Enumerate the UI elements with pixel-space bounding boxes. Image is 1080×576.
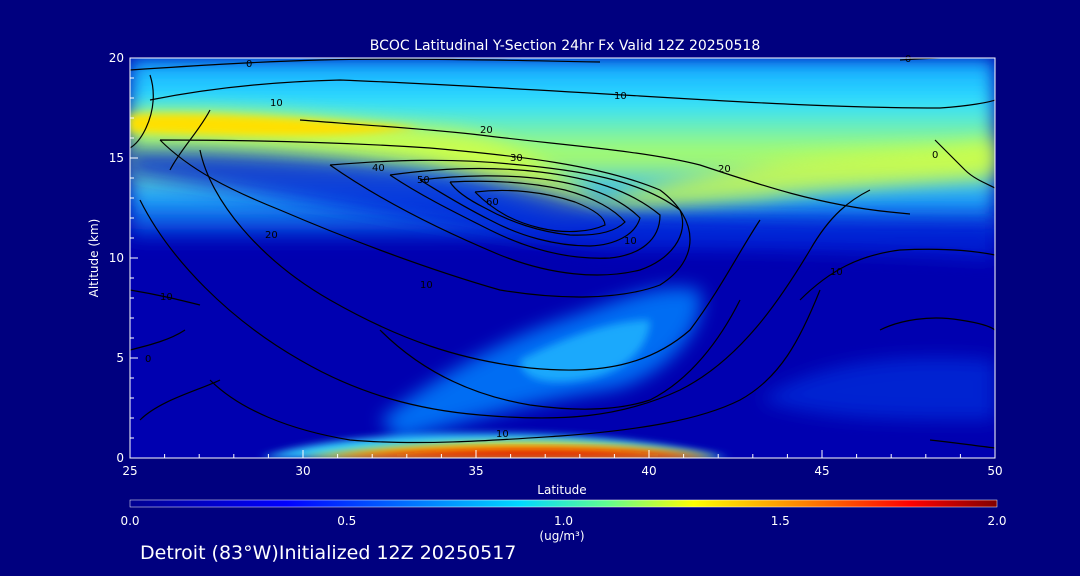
y-tick-label: 5 bbox=[116, 351, 124, 365]
contour-label: 0 bbox=[905, 54, 911, 65]
contour-label: 10 bbox=[420, 280, 433, 291]
contour-right-10 bbox=[799, 248, 995, 331]
contour-70 bbox=[449, 180, 626, 236]
x-tick-label: 40 bbox=[641, 464, 656, 478]
x-axis-label: Latitude bbox=[537, 483, 586, 497]
contour-lines bbox=[130, 58, 995, 449]
contour-label: 20 bbox=[718, 164, 731, 175]
y-tick-label: 0 bbox=[116, 451, 124, 465]
contour-label: 0 bbox=[932, 150, 938, 161]
colorbar-gradient bbox=[130, 500, 997, 507]
contour-label: 10 bbox=[614, 91, 627, 102]
contour-10-mid bbox=[139, 189, 871, 419]
right-lobe bbox=[760, 357, 995, 420]
y-tick-label: 15 bbox=[109, 151, 124, 165]
x-tick-label: 45 bbox=[814, 464, 829, 478]
concentration-field bbox=[130, 58, 995, 458]
contour-10-top bbox=[149, 79, 995, 109]
contour-40 bbox=[329, 159, 684, 276]
y-tick-label: 10 bbox=[109, 251, 124, 265]
contour-label: 50 bbox=[417, 175, 430, 186]
dark-trough bbox=[130, 150, 995, 260]
colorbar: 0.0 0.5 1.0 1.5 2.0 (ug/m³) bbox=[120, 499, 1007, 543]
contour-right-0 bbox=[899, 58, 995, 449]
contour-30 bbox=[159, 139, 691, 298]
colorbar-unit: (ug/m³) bbox=[539, 529, 584, 543]
contour-0-top bbox=[130, 58, 601, 71]
y-axis-ticks: 0 5 10 15 20 bbox=[109, 51, 138, 465]
upper-yellow-core bbox=[130, 114, 420, 136]
colorbar-tick-label: 0.5 bbox=[337, 514, 356, 528]
colorbar-tick-label: 1.5 bbox=[771, 514, 790, 528]
contour-label: 30 bbox=[510, 153, 523, 164]
contour-0-left bbox=[130, 289, 221, 421]
contour-label: 10 bbox=[160, 292, 173, 303]
contour-label: 10 bbox=[830, 267, 843, 278]
contour-label: 60 bbox=[486, 197, 499, 208]
x-tick-label: 30 bbox=[295, 464, 310, 478]
contour-50 bbox=[389, 167, 661, 259]
x-tick-label: 50 bbox=[987, 464, 1002, 478]
plot-area: 0 10 10 20 30 40 50 60 20 10 20 10 10 10… bbox=[109, 51, 1003, 478]
contour-20-lower bbox=[379, 299, 741, 410]
y-axis-label: Altitude (km) bbox=[87, 219, 101, 298]
contour-80 bbox=[474, 189, 606, 233]
chart-title: BCOC Latitudinal Y-Section 24hr Fx Valid… bbox=[370, 38, 760, 54]
colorbar-tick-label: 2.0 bbox=[987, 514, 1006, 528]
contour-label: 0 bbox=[246, 59, 252, 70]
contour-label: 0 bbox=[145, 354, 151, 365]
contour-label: 20 bbox=[265, 230, 278, 241]
contour-label: 20 bbox=[480, 125, 493, 136]
mid-plume-core bbox=[520, 320, 650, 382]
contour-label: 10 bbox=[496, 429, 509, 440]
contour-10-lower bbox=[209, 289, 821, 444]
contour-label: 10 bbox=[270, 98, 283, 109]
x-tick-label: 35 bbox=[468, 464, 483, 478]
colorbar-tick-label: 0.0 bbox=[120, 514, 139, 528]
footer-caption: Detroit (83°W)Initialized 12Z 20250517 bbox=[140, 542, 517, 564]
contour-left-upper bbox=[130, 74, 211, 171]
contour-20-upper bbox=[299, 119, 911, 215]
x-axis-ticks: 25 30 35 40 45 50 bbox=[122, 450, 1003, 478]
colorbar-tick-label: 1.0 bbox=[554, 514, 573, 528]
y-tick-label: 20 bbox=[109, 51, 124, 65]
contour-label: 40 bbox=[372, 163, 385, 174]
colorbar-frame bbox=[129, 499, 998, 508]
contour-60 bbox=[419, 175, 641, 247]
tropopause-peak bbox=[130, 108, 995, 215]
contour-20-mid bbox=[199, 149, 761, 371]
contour-labels: 0 10 10 20 30 40 50 60 20 10 20 10 10 10… bbox=[145, 54, 938, 440]
surface-plume-max bbox=[330, 448, 710, 458]
contour-label: 10 bbox=[624, 236, 637, 247]
colorbar-tick-labels: 0.0 0.5 1.0 1.5 2.0 bbox=[120, 514, 1006, 528]
x-tick-label: 25 bbox=[122, 464, 137, 478]
